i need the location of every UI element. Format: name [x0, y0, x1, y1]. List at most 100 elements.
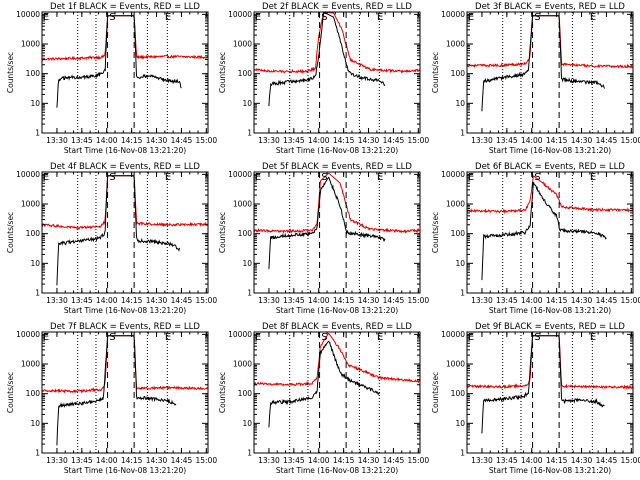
x-tick-label: 15:00 [196, 136, 218, 145]
x-tick-label: 14:30 [571, 456, 593, 465]
x-tick-label: 13:30 [471, 296, 493, 305]
x-axis-label: Start Time (16-Nov-08 13:21:20) [489, 146, 611, 155]
interval-marker: E [43, 172, 49, 183]
interval-marker: S [321, 332, 327, 343]
x-tick-label: 14:15 [333, 456, 355, 465]
y-tick-label: 10 [30, 419, 40, 428]
interval-marker: E [377, 332, 383, 343]
y-tick-label: 1 [247, 129, 252, 138]
x-axis-label: Start Time (16-Nov-08 13:21:20) [489, 466, 611, 475]
plot-frame [466, 171, 634, 294]
y-tick-label: 1 [247, 449, 252, 458]
chart-title: Det 5f BLACK = Events, RED = LLD [262, 162, 412, 172]
y-tick-label: 1 [35, 129, 40, 138]
x-tick-label: 15:00 [196, 296, 218, 305]
lld-series [42, 175, 208, 230]
interval-marker: E [255, 172, 261, 183]
y-tick-label: 10000 [228, 10, 252, 19]
y-axis-label: Counts/sec [6, 372, 15, 413]
interval-marker: E [43, 12, 49, 23]
events-series [481, 15, 605, 112]
x-axis-label: Start Time (16-Nov-08 13:21:20) [489, 306, 611, 315]
chart-panel-4: Det 4f BLACK = Events, RED = LLD 1 10 100 10… [6, 162, 217, 315]
x-tick-label: 13:45 [71, 136, 93, 145]
chart-panel-2: Det 2f BLACK = Events, RED = LLD 1 10 100 10… [218, 2, 429, 155]
y-axis-label: Counts/sec [6, 212, 15, 253]
y-tick-label: 1000 [21, 200, 40, 209]
x-tick-label: 14:15 [333, 296, 355, 305]
y-tick-label: 1 [460, 449, 465, 458]
y-tick-label: 100 [26, 69, 41, 78]
x-tick-label: 14:45 [596, 296, 618, 305]
y-axis-label: Counts/sec [431, 212, 440, 253]
x-tick-label: 14:45 [383, 136, 405, 145]
x-tick-label: 14:15 [546, 296, 568, 305]
x-tick-label: 13:45 [283, 456, 305, 465]
x-axis-label: Start Time (16-Nov-08 13:21:20) [276, 306, 398, 315]
y-tick-label: 10000 [16, 330, 40, 339]
y-axis-label: Counts/sec [218, 52, 227, 93]
interval-marker: E [468, 332, 474, 343]
y-tick-label: 10000 [441, 170, 465, 179]
x-axis-label: Start Time (16-Nov-08 13:21:20) [64, 306, 186, 315]
x-tick-label: 14:30 [571, 136, 593, 145]
chart-title: Det 2f BLACK = Events, RED = LLD [262, 2, 412, 12]
interval-marker: S [321, 172, 327, 183]
y-tick-label: 10 [455, 99, 465, 108]
y-tick-label: 1 [460, 289, 465, 298]
x-tick-label: 13:30 [258, 456, 280, 465]
x-tick-label: 14:00 [96, 296, 118, 305]
x-tick-label: 14:00 [96, 136, 118, 145]
interval-marker: E [377, 12, 383, 23]
x-tick-label: 14:45 [383, 296, 405, 305]
x-axis-label: Start Time (16-Nov-08 13:21:20) [64, 146, 186, 155]
events-series [268, 176, 386, 270]
chart-title: Det 8f BLACK = Events, RED = LLD [262, 322, 412, 332]
x-tick-label: 15:00 [621, 456, 640, 465]
y-tick-label: 100 [451, 389, 466, 398]
chart-panel-6: Det 6f BLACK = Events, RED = LLD 1 10 100 10… [431, 162, 640, 315]
chart-title: Det 6f BLACK = Events, RED = LLD [475, 162, 625, 172]
x-tick-label: 13:45 [283, 296, 305, 305]
x-tick-label: 14:45 [596, 456, 618, 465]
y-tick-label: 10000 [441, 10, 465, 19]
x-tick-label: 15:00 [408, 296, 430, 305]
plot-frame [253, 331, 421, 454]
lld-series [42, 335, 208, 394]
x-tick-label: 14:15 [546, 136, 568, 145]
plot-frame [466, 11, 634, 134]
x-tick-label: 13:30 [471, 136, 493, 145]
y-tick-label: 1000 [233, 360, 252, 369]
x-tick-label: 15:00 [408, 456, 430, 465]
y-tick-label: 1 [460, 129, 465, 138]
y-axis-label: Counts/sec [431, 372, 440, 413]
x-tick-label: 14:15 [546, 456, 568, 465]
y-tick-label: 100 [451, 69, 466, 78]
interval-marker: S [109, 12, 115, 23]
chart-panel-5: Det 5f BLACK = Events, RED = LLD 1 10 100 10… [218, 162, 429, 315]
x-tick-label: 15:00 [621, 296, 640, 305]
events-series [56, 15, 182, 108]
interval-marker: E [590, 172, 596, 183]
x-tick-label: 14:30 [146, 136, 168, 145]
x-tick-label: 13:45 [71, 456, 93, 465]
x-tick-label: 14:15 [121, 136, 143, 145]
chart-title: Det 9f BLACK = Events, RED = LLD [475, 322, 625, 332]
y-tick-label: 1 [35, 449, 40, 458]
x-tick-label: 13:30 [258, 136, 280, 145]
chart-panel-7: Det 7f BLACK = Events, RED = LLD 1 10 100 10… [6, 322, 217, 475]
x-tick-label: 14:45 [171, 456, 193, 465]
x-tick-label: 15:00 [196, 456, 218, 465]
y-tick-label: 10000 [441, 330, 465, 339]
x-tick-label: 14:00 [521, 456, 543, 465]
x-tick-label: 14:00 [308, 136, 330, 145]
plot-frame [253, 171, 421, 294]
interval-marker: E [165, 332, 171, 343]
events-series [56, 335, 177, 446]
y-tick-label: 100 [26, 389, 41, 398]
y-tick-label: 10 [30, 259, 40, 268]
y-tick-label: 10000 [16, 170, 40, 179]
x-axis-label: Start Time (16-Nov-08 13:21:20) [276, 146, 398, 155]
lld-series [467, 175, 633, 215]
y-tick-label: 10 [30, 99, 40, 108]
